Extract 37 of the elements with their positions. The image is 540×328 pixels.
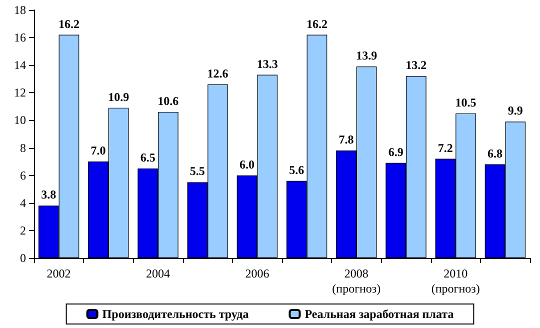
data-label: 3.8 — [41, 188, 56, 202]
data-label: 6.8 — [488, 146, 503, 160]
data-label: 7.8 — [338, 132, 354, 147]
data-label: 10.6 — [158, 94, 179, 108]
data-label: 6.5 — [140, 150, 156, 164]
data-label: 13.2 — [406, 58, 427, 72]
data-label: 16.2 — [306, 16, 328, 31]
y-tick-label: 6 — [20, 168, 26, 182]
data-label: 7.0 — [90, 144, 106, 158]
y-tick-label: 0 — [20, 251, 26, 265]
data-label: 13.3 — [256, 56, 278, 71]
y-tick-label: 4 — [20, 196, 26, 210]
data-label: 6.9 — [388, 144, 404, 159]
y-tick-label: 8 — [20, 140, 26, 155]
data-label: 5.6 — [289, 162, 304, 177]
data-label: 5.5 — [190, 164, 205, 178]
legend-label: Производительность труда — [102, 307, 249, 321]
data-label: 9.9 — [508, 104, 523, 118]
data-label: 10.9 — [108, 90, 130, 104]
y-tick-label: 14 — [14, 58, 26, 72]
y-tick-label: 18 — [14, 3, 26, 17]
data-label: 16.2 — [58, 16, 80, 31]
legend-label: Реальная заработная плата — [304, 307, 454, 321]
data-label: 12.6 — [207, 66, 228, 80]
x-tick-label: 2006 — [245, 266, 270, 280]
data-label: 10.5 — [455, 95, 476, 110]
y-tick-label: 12 — [14, 86, 26, 100]
x-tick-label: 2008 (прогноз) — [332, 266, 381, 296]
y-tick-label: 10 — [14, 113, 26, 128]
x-tick-label: 2010 (прогноз) — [431, 266, 480, 296]
data-label: 6.0 — [240, 157, 255, 172]
y-tick-label: 2 — [20, 223, 26, 238]
x-tick-label: 2004 — [146, 266, 170, 280]
data-label: 13.9 — [356, 48, 378, 62]
data-label: 7.2 — [438, 140, 453, 155]
y-tick-label: 16 — [14, 30, 26, 45]
x-tick-label: 2002 — [46, 266, 71, 280]
